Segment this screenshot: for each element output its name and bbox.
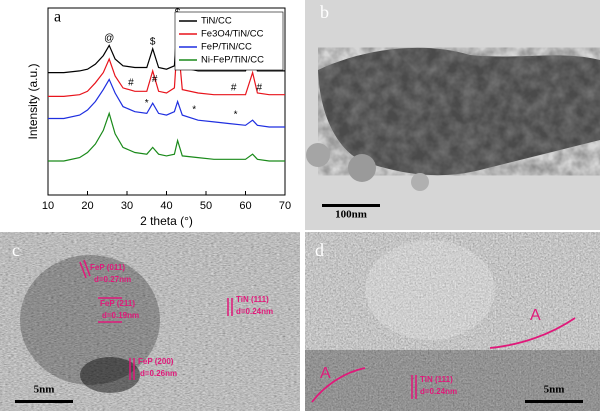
lattice-label: d=0.19nm (102, 311, 139, 320)
x-tick-label: 10 (42, 200, 54, 212)
lattice-label: FeP (200) (138, 357, 174, 366)
region-label: A (320, 365, 331, 382)
lattice-label: d=0.24nm (420, 387, 457, 396)
peak-marker: @ (104, 33, 114, 44)
lattice-label: TiN (111) (420, 375, 453, 384)
xrd-line (48, 18, 285, 74)
lattice-label: FeP (011) (90, 263, 125, 272)
y-axis-label: Intensity (a.u.) (26, 63, 40, 139)
particle (365, 240, 495, 340)
peak-marker: # (128, 77, 134, 88)
nanorod-texture (318, 47, 600, 176)
lattice-markers (79, 259, 233, 380)
lattice-label: FeP (211) (100, 299, 135, 308)
peak-marker: * (145, 98, 149, 109)
x-tick-label: 70 (279, 200, 291, 212)
peak-marker: $ (150, 37, 156, 48)
legend-label: TiN/CC (201, 16, 232, 27)
lattice-image (305, 232, 600, 411)
peak-marker: # (257, 83, 263, 94)
scale-bar (322, 204, 380, 207)
peak-marker: * (192, 105, 196, 116)
lattice-label: d=0.27nm (94, 275, 131, 284)
x-tick-label: 20 (81, 200, 93, 212)
x-axis-label: 2 theta (°) (140, 214, 193, 228)
x-tick-label: 30 (121, 200, 133, 212)
panel-label: c (12, 240, 20, 260)
peak-marker: # (231, 83, 237, 94)
lattice-label: d=0.24nm (236, 307, 273, 316)
scale-bar-label: 100nm (335, 209, 367, 221)
xrd-line (48, 111, 285, 162)
lattice-image (0, 232, 300, 411)
region-label: A (530, 307, 541, 324)
scale-bar (525, 400, 583, 403)
particle (348, 154, 376, 182)
tem-panel-c: c FeP (011) d=0.27nm FeP (211) d=0.19nm … (0, 232, 300, 411)
legend-label: FeP/TiN/CC (201, 42, 252, 53)
scale-bar-label: 5nm (34, 384, 55, 396)
scale-bar-label: 5nm (544, 384, 565, 396)
legend-label: Ni-FeP/TiN/CC (201, 55, 264, 66)
amorphous-boundary (311, 317, 576, 403)
lattice-label: d=0.26nm (140, 369, 177, 378)
panel-label: b (320, 2, 329, 22)
x-tick-label: 50 (200, 200, 212, 212)
tem-panel-b: b 100nm (305, 0, 600, 230)
peak-marker: * (234, 110, 238, 121)
x-tick-label: 40 (160, 200, 172, 212)
legend-label: Fe3O4/TiN/CC (201, 29, 264, 40)
xrd-chart: 10 20 30 40 50 60 70 2 theta (°) Intensity (a.u.… (26, 7, 291, 228)
x-tick-label: 60 (239, 200, 251, 212)
xrd-line (48, 38, 285, 97)
xrd-line (48, 78, 285, 128)
particle (20, 255, 160, 385)
particle (306, 143, 330, 167)
lattice-label: TiN (111) (236, 295, 269, 304)
particle (411, 173, 429, 191)
particle (80, 357, 140, 393)
scale-bar (15, 400, 73, 403)
lattice-markers (411, 375, 417, 399)
panel-label: d (315, 240, 324, 260)
tem-panel-d: d A A TiN (111) d=0.24nm 5nm (305, 232, 600, 411)
panel-label: a (54, 9, 61, 26)
peak-marker: # (152, 74, 158, 85)
